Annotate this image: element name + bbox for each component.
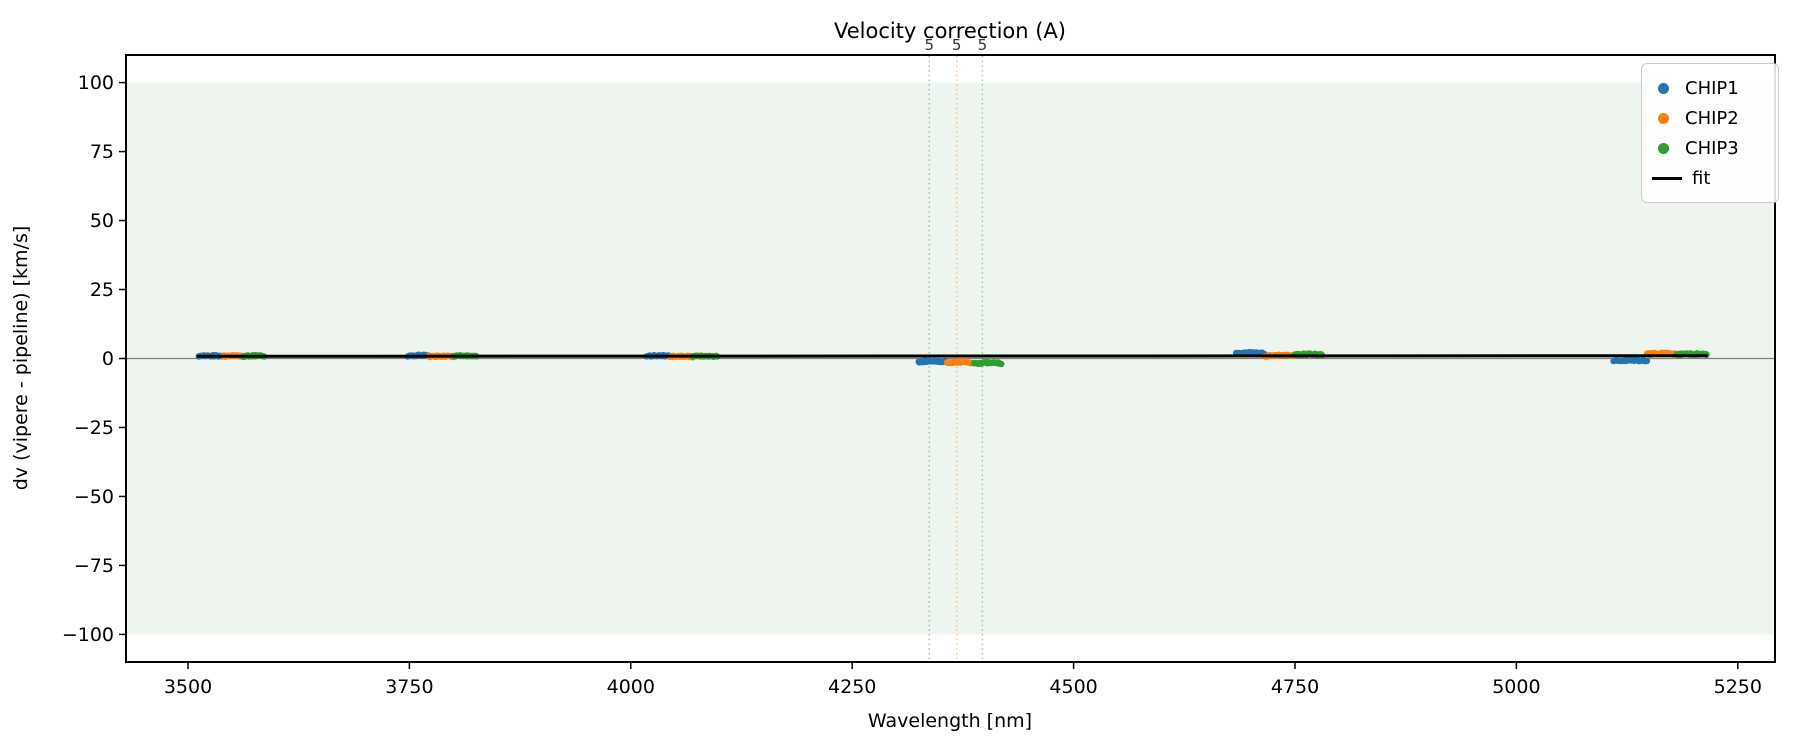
fit-line-icon: [1652, 176, 1682, 180]
legend-entry-chip1: CHIP1: [1658, 73, 1770, 103]
y-tick-label: 100: [78, 72, 114, 94]
x-tick-label: 3500: [164, 676, 212, 698]
x-tick-label: 5250: [1714, 676, 1762, 698]
legend-label: CHIP1: [1685, 77, 1739, 99]
data-point: [1643, 357, 1651, 365]
y-tick-label: −50: [74, 486, 114, 508]
data-point: [998, 360, 1005, 368]
y-tick-label: −75: [74, 555, 114, 577]
x-axis-label: Wavelength [nm]: [868, 710, 1032, 732]
legend-label: CHIP3: [1685, 137, 1739, 159]
legend-entry-fit: fit: [1652, 163, 1770, 193]
legend: CHIP1 CHIP2 CHIP3 fit: [1641, 63, 1779, 203]
x-tick-label: 5000: [1492, 676, 1540, 698]
marker-vline-label: 5: [978, 36, 988, 54]
x-axis-ticks: 3500 3750 4000 4250 4500 4750 5000 5250: [164, 662, 1762, 698]
y-tick-label: −100: [62, 624, 114, 646]
legend-entry-chip3: CHIP3: [1658, 133, 1770, 163]
x-tick-label: 4250: [828, 676, 876, 698]
x-tick-label: 4750: [1271, 676, 1319, 698]
legend-entry-chip2: CHIP2: [1658, 103, 1770, 133]
fit-line-path: [196, 354, 1708, 358]
y-tick-label: −25: [74, 417, 114, 439]
y-tick-label: 75: [90, 141, 114, 163]
x-tick-label: 4000: [607, 676, 655, 698]
y-tick-label: 25: [90, 279, 114, 301]
legend-label: CHIP2: [1685, 107, 1739, 129]
x-tick-label: 3750: [385, 676, 433, 698]
marker-vline-label: 5: [952, 36, 962, 54]
chip3-marker-icon: [1658, 142, 1669, 154]
chip1-marker-icon: [1658, 82, 1669, 94]
legend-label: fit: [1692, 167, 1711, 189]
y-axis-ticks: 100 75 50 25 0 −25 −50 −75 −100: [62, 72, 126, 646]
chip2-marker-icon: [1658, 112, 1669, 124]
x-tick-label: 4500: [1049, 676, 1097, 698]
marker-vline-label: 5: [924, 36, 934, 54]
y-tick-label: 0: [102, 348, 114, 370]
y-tick-label: 50: [90, 210, 114, 232]
chart-title: Velocity correction (A): [834, 19, 1066, 43]
fit-line: [196, 354, 1708, 358]
y-axis-label: dv (vipere - pipeline) [km/s]: [10, 226, 32, 491]
